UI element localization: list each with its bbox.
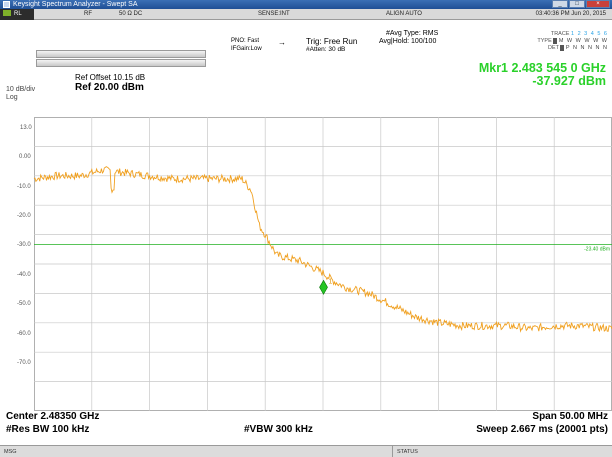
impedance-indicator: 50 Ω DC — [119, 11, 143, 17]
trigger-setting: Trig: Free Run — [306, 37, 358, 46]
arrow-icon: → — [278, 38, 286, 47]
avg-hold: Avg|Hold: 100/100 — [379, 38, 437, 45]
marker-amplitude: -37.927 dBm — [532, 74, 606, 88]
vbw: #VBW 300 kHz — [244, 424, 313, 435]
rf-indicator: RF — [84, 11, 92, 17]
status-label: STATUS — [397, 449, 418, 455]
marker-frequency: Mkr1 2.483 545 0 GHz — [478, 61, 606, 75]
ifgain-setting: IFGain:Low — [231, 46, 262, 52]
divider — [392, 446, 393, 457]
y-tick-label: -10.0 — [17, 184, 31, 190]
trace-row: TRACE 1 2 3 4 5 6 — [550, 31, 608, 37]
align-indicator: ALIGN AUTO — [386, 11, 422, 17]
y-tick-label: -20.0 — [17, 213, 31, 219]
scale-per-div: 10 dB/div — [6, 86, 36, 93]
avg-type: #Avg Type: RMS — [386, 30, 439, 37]
input-gauge — [36, 50, 206, 58]
minimize-button[interactable]: _ — [552, 0, 568, 8]
window-titlebar: Keysight Spectrum Analyzer - Swept SA _ … — [0, 0, 612, 9]
display-line-label: -23.40 dBm — [584, 247, 610, 253]
det-row: DET P N N N N N — [547, 45, 608, 51]
y-tick-label: 0.00 — [19, 154, 31, 160]
y-tick-label: 13.0 — [20, 125, 32, 131]
bottom-annotation: Center 2.48350 GHz Span 50.00 MHz #Res B… — [0, 411, 612, 445]
datetime: 03:40:36 PM Jun 20, 2015 — [535, 11, 606, 17]
input-gauge-2 — [36, 59, 206, 67]
atten-setting: #Atten: 30 dB — [306, 46, 346, 53]
spectrum-plot: -23.40 dBm 1 — [33, 117, 612, 411]
status-led-icon — [3, 10, 11, 17]
window-controls: _ □ × — [552, 0, 610, 9]
y-tick-label: -40.0 — [17, 272, 31, 278]
app-icon — [3, 1, 10, 8]
sense-indicator: SENSE:INT — [258, 11, 290, 17]
y-tick-label: -70.0 — [17, 360, 31, 366]
center-frequency: Center 2.48350 GHz — [6, 411, 100, 422]
ref-offset: Ref Offset 10.15 dB — [75, 73, 146, 82]
rl-indicator: RL — [0, 9, 34, 20]
window-title: Keysight Spectrum Analyzer - Swept SA — [13, 1, 138, 8]
type-row: TYPE M W W W W W — [537, 38, 608, 44]
message-bar: MSG STATUS — [0, 445, 612, 457]
measurement-header: PNO: Fast IFGain:Low → Trig: Free Run #A… — [0, 21, 612, 101]
spectrum-trace — [33, 166, 612, 333]
marker-number-label: 1 — [329, 278, 333, 285]
instrument-status-bar: RL RF 50 Ω DC SENSE:INT ALIGN AUTO 03:40… — [0, 9, 612, 20]
pno-setting: PNO: Fast — [231, 38, 260, 44]
msg-label: MSG — [4, 449, 17, 455]
close-button[interactable]: × — [586, 0, 610, 8]
y-tick-label: -50.0 — [17, 301, 31, 307]
span: Span 50.00 MHz — [532, 411, 608, 422]
sweep-time: Sweep 2.667 ms (20001 pts) — [476, 424, 608, 435]
scale-type: Log — [6, 94, 18, 101]
restore-button[interactable]: □ — [569, 0, 585, 8]
y-tick-label: -30.0 — [17, 242, 31, 248]
ref-level: Ref 20.00 dBm — [75, 82, 144, 93]
marker-diamond — [319, 279, 328, 295]
y-tick-label: -60.0 — [17, 331, 31, 337]
res-bw: #Res BW 100 kHz — [6, 424, 90, 435]
